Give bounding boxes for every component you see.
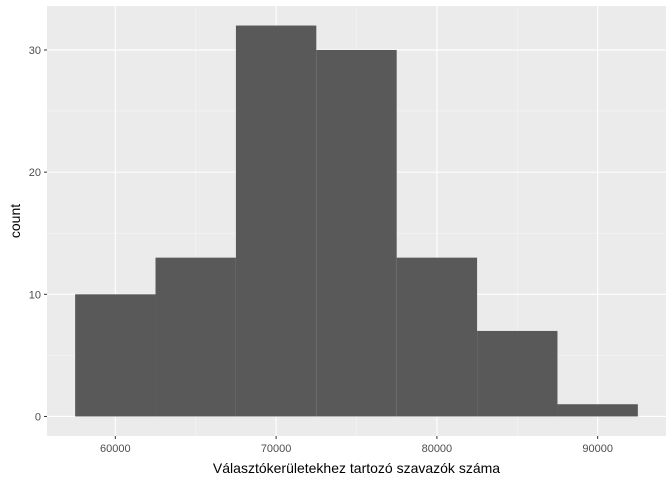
x-tick-label: 90000 <box>582 443 613 455</box>
histogram-bar <box>477 330 558 417</box>
histogram-bar <box>235 25 317 417</box>
histogram-bar <box>557 404 638 417</box>
x-axis-title: Választókerületekhez tartozó szavazók sz… <box>213 460 500 476</box>
x-axis: 60000 70000 80000 90000 <box>100 436 613 455</box>
y-tick-label: 0 <box>35 411 41 423</box>
y-tick-label: 20 <box>29 167 41 179</box>
histogram-bar <box>396 257 478 417</box>
y-tick-label: 10 <box>29 289 41 301</box>
x-tick-label: 60000 <box>100 443 131 455</box>
y-axis-title: count <box>7 204 23 238</box>
x-tick-label: 80000 <box>422 443 453 455</box>
y-tick-label: 30 <box>29 45 41 57</box>
y-axis: 0 10 20 30 <box>29 45 47 423</box>
histogram-bars <box>75 25 638 417</box>
histogram-bar <box>155 257 236 417</box>
x-tick-label: 70000 <box>261 443 292 455</box>
histogram-bar <box>316 49 397 417</box>
histogram-bar <box>75 294 156 417</box>
